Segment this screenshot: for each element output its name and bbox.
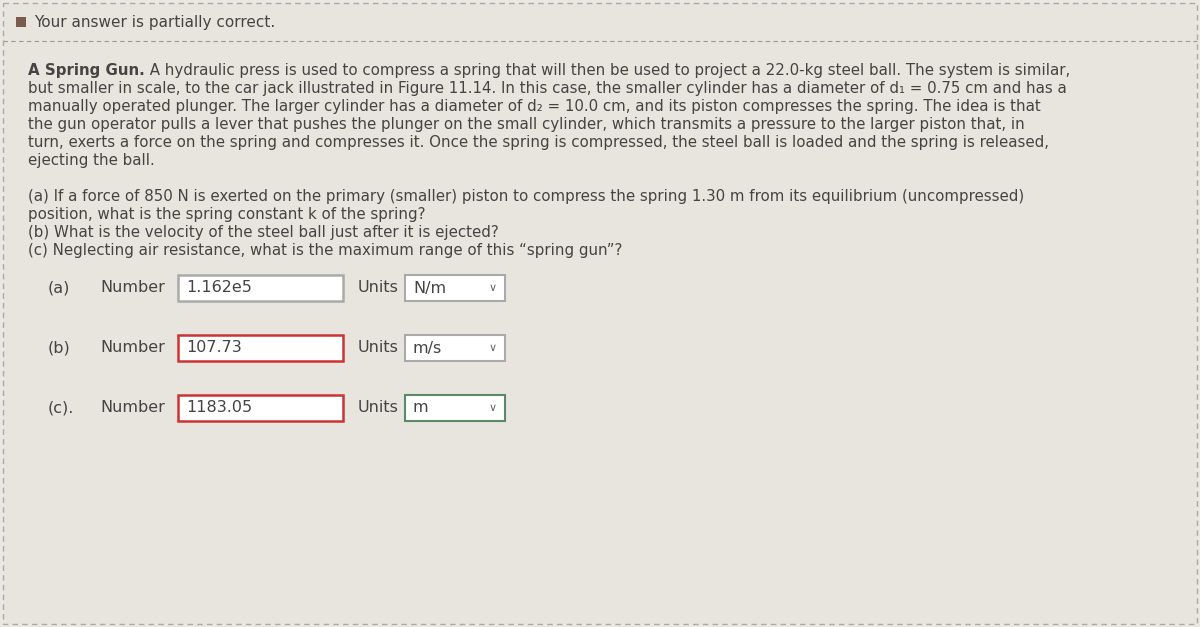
Bar xyxy=(406,395,505,421)
Text: 1.162e5: 1.162e5 xyxy=(186,280,252,295)
Text: turn, exerts a force on the spring and compresses it. Once the spring is compres: turn, exerts a force on the spring and c… xyxy=(28,135,1049,150)
Text: Number: Number xyxy=(100,280,164,295)
Text: Number: Number xyxy=(100,401,164,416)
Text: (b): (b) xyxy=(48,340,71,356)
Text: Units: Units xyxy=(358,280,398,295)
Text: (c).: (c). xyxy=(48,401,74,416)
Bar xyxy=(178,335,343,361)
Text: ∨: ∨ xyxy=(490,283,497,293)
Text: (a) If a force of 850 N is exerted on the primary (smaller) piston to compress t: (a) If a force of 850 N is exerted on th… xyxy=(28,189,1025,204)
Text: A hydraulic press is used to compress a spring that will then be used to project: A hydraulic press is used to compress a … xyxy=(145,63,1070,78)
Bar xyxy=(178,275,343,301)
Bar xyxy=(2,3,1198,41)
Text: the gun operator pulls a lever that pushes the plunger on the small cylinder, wh: the gun operator pulls a lever that push… xyxy=(28,117,1025,132)
Text: manually operated plunger. The larger cylinder has a diameter of d₂ = 10.0 cm, a: manually operated plunger. The larger cy… xyxy=(28,99,1040,114)
Text: Units: Units xyxy=(358,401,398,416)
Text: (a): (a) xyxy=(48,280,71,295)
Bar xyxy=(16,17,26,27)
Text: Your answer is partially correct.: Your answer is partially correct. xyxy=(34,14,275,29)
Text: but smaller in scale, to the car jack illustrated in Figure 11.14. In this case,: but smaller in scale, to the car jack il… xyxy=(28,81,1067,96)
Text: ejecting the ball.: ejecting the ball. xyxy=(28,153,155,168)
Bar xyxy=(406,275,505,301)
Text: m/s: m/s xyxy=(413,340,443,356)
Text: (b) What is the velocity of the steel ball just after it is ejected?: (b) What is the velocity of the steel ba… xyxy=(28,225,499,240)
Text: A Spring Gun.: A Spring Gun. xyxy=(28,63,145,78)
Text: (c) Neglecting air resistance, what is the maximum range of this “spring gun”?: (c) Neglecting air resistance, what is t… xyxy=(28,243,623,258)
Text: m: m xyxy=(413,401,428,416)
Text: 1183.05: 1183.05 xyxy=(186,401,252,416)
Text: ∨: ∨ xyxy=(490,343,497,353)
Bar xyxy=(406,335,505,361)
Text: N/m: N/m xyxy=(413,280,446,295)
Text: position, what is the spring constant k of the spring?: position, what is the spring constant k … xyxy=(28,207,426,222)
Text: Number: Number xyxy=(100,340,164,356)
Text: Units: Units xyxy=(358,340,398,356)
Text: ∨: ∨ xyxy=(490,403,497,413)
Bar xyxy=(178,395,343,421)
Text: 107.73: 107.73 xyxy=(186,340,241,356)
